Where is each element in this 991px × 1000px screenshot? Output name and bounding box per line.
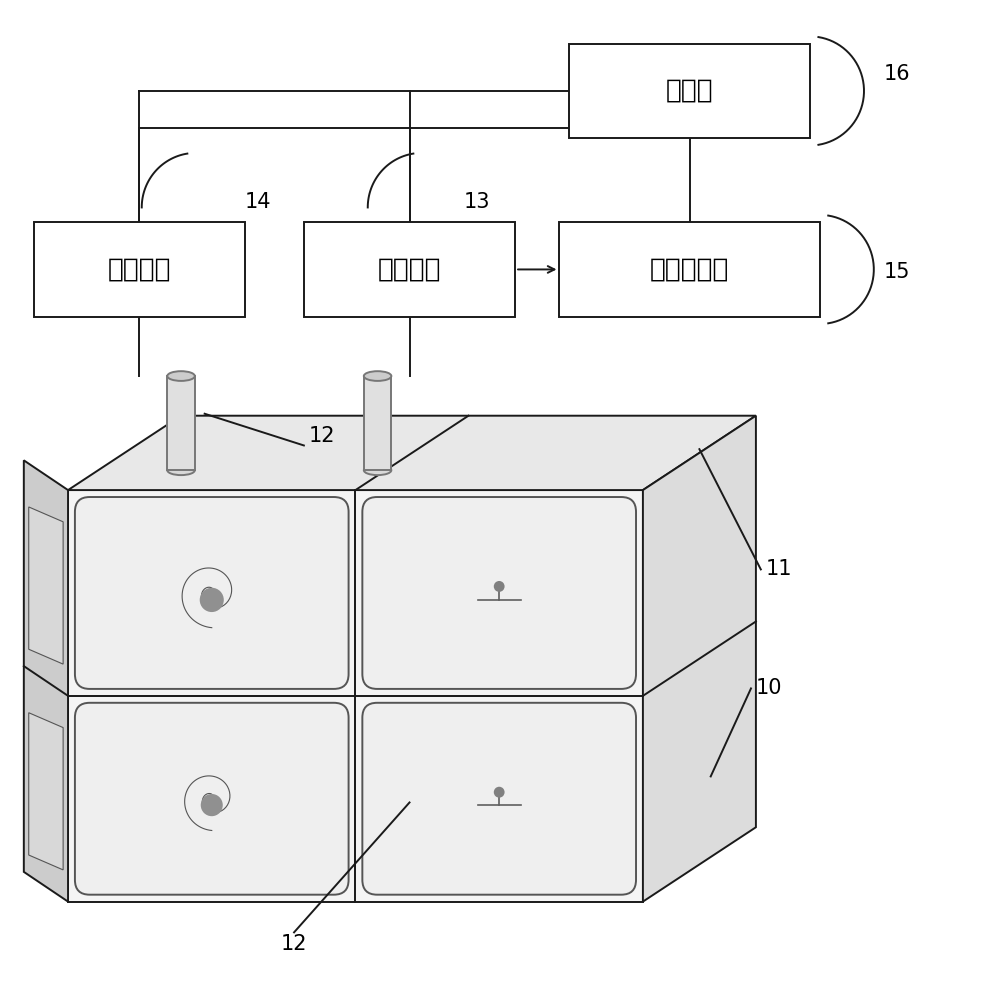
Text: 抽气装置: 抽气装置 (378, 256, 441, 282)
FancyBboxPatch shape (559, 222, 820, 317)
Text: 14: 14 (245, 192, 272, 212)
Circle shape (494, 787, 504, 798)
FancyBboxPatch shape (75, 703, 349, 895)
Polygon shape (29, 713, 63, 870)
FancyBboxPatch shape (569, 44, 810, 138)
FancyBboxPatch shape (167, 376, 195, 470)
FancyBboxPatch shape (363, 497, 636, 689)
Text: 16: 16 (884, 64, 911, 84)
Polygon shape (29, 507, 63, 664)
Polygon shape (68, 490, 643, 902)
Circle shape (200, 588, 224, 612)
FancyBboxPatch shape (34, 222, 245, 317)
Circle shape (201, 794, 223, 816)
Ellipse shape (364, 465, 391, 475)
Text: 充气装置: 充气装置 (108, 256, 171, 282)
Text: 13: 13 (464, 192, 491, 212)
Text: 控制器: 控制器 (666, 78, 714, 104)
Polygon shape (68, 416, 756, 490)
Circle shape (494, 581, 504, 592)
Text: 12: 12 (280, 934, 307, 954)
FancyBboxPatch shape (75, 497, 349, 689)
Text: 12: 12 (309, 426, 335, 446)
Text: 11: 11 (766, 559, 792, 579)
Polygon shape (24, 460, 68, 902)
FancyBboxPatch shape (304, 222, 515, 317)
Text: 气体分析仪: 气体分析仪 (650, 256, 729, 282)
Ellipse shape (167, 465, 195, 475)
FancyBboxPatch shape (364, 376, 391, 470)
Polygon shape (643, 416, 756, 902)
Text: 15: 15 (884, 262, 910, 282)
FancyBboxPatch shape (363, 703, 636, 895)
Text: 10: 10 (756, 678, 783, 698)
Ellipse shape (364, 371, 391, 381)
Ellipse shape (167, 371, 195, 381)
